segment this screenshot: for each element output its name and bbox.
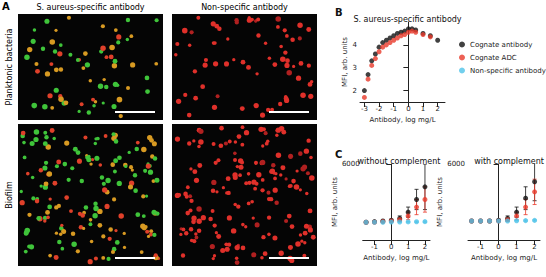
svg-text:2: 2 [435,105,439,113]
svg-text:3: 3 [353,64,357,72]
svg-text:6000: 6000 [341,160,360,168]
svg-text:with complement: with complement [474,157,544,166]
svg-text:Planktonic bacteria: Planktonic bacteria [5,29,14,106]
svg-text:without complement: without complement [358,157,441,166]
svg-text:S. aureus-specific antibody: S. aureus-specific antibody [36,3,144,12]
svg-text:MFI, arb. units: MFI, arb. units [331,177,339,227]
svg-text:-1: -1 [371,243,378,251]
svg-text:1: 1 [406,243,410,251]
svg-text:4: 4 [353,41,358,49]
svg-text:Cognate ADC: Cognate ADC [470,54,517,62]
svg-text:0: 0 [496,243,500,251]
svg-text:Antibody, log mg/L: Antibody, log mg/L [369,116,435,124]
svg-text:Cognate antibody: Cognate antibody [470,41,532,49]
svg-text:Non-specific antibody: Non-specific antibody [201,3,288,12]
svg-text:Biofilm: Biofilm [5,181,14,209]
svg-text:A: A [2,1,10,12]
svg-text:S. aureus-specific antibody: S. aureus-specific antibody [353,15,461,24]
svg-text:Non-specific antibody: Non-specific antibody [470,67,546,75]
svg-text:-1: -1 [477,243,484,251]
svg-text:Antibody, log mg/L: Antibody, log mg/L [363,254,429,262]
svg-text:2: 2 [532,243,536,251]
svg-text:MFI, arb. units: MFI, arb. units [341,37,349,87]
svg-text:2: 2 [423,243,427,251]
svg-text:MFI, arb. units: MFI, arb. units [436,177,444,227]
svg-text:0: 0 [389,243,393,251]
svg-text:2: 2 [353,87,357,95]
svg-text:-1: -1 [390,105,397,113]
svg-text:6000: 6000 [447,160,465,168]
svg-text:-2: -2 [376,105,383,113]
svg-text:C: C [335,149,342,160]
svg-text:Antibody, log mg/L: Antibody, log mg/L [471,254,537,262]
svg-text:1: 1 [421,105,425,113]
svg-text:B: B [335,7,343,18]
svg-text:0: 0 [406,105,410,113]
svg-text:1: 1 [514,243,518,251]
svg-text:-3: -3 [361,105,368,113]
